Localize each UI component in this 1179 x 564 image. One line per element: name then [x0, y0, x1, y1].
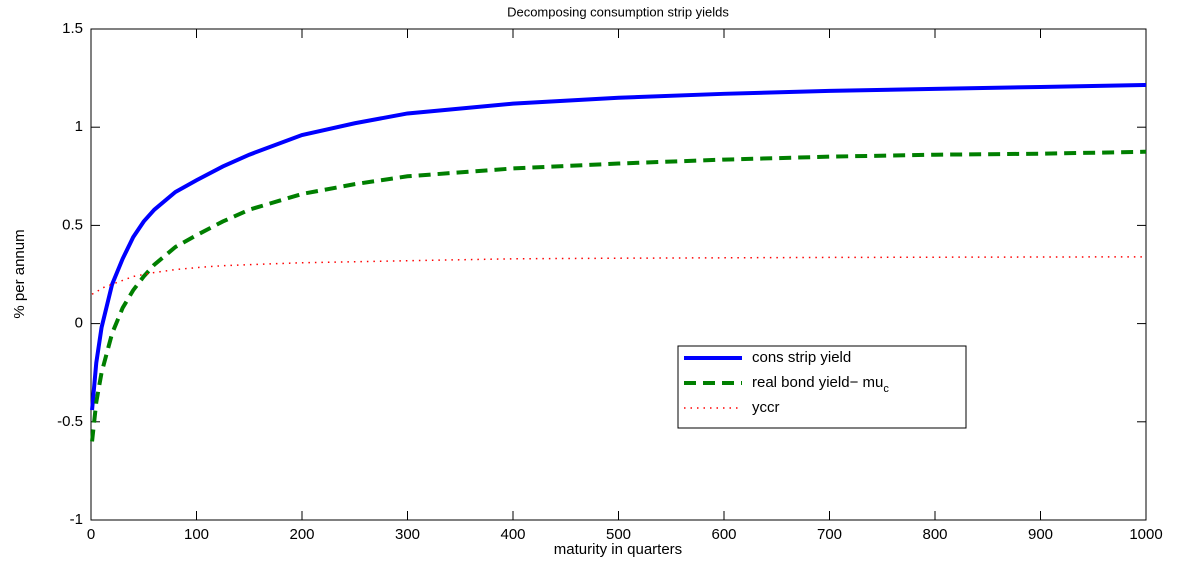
- series-line: [90, 82, 1147, 411]
- x-tick-label: 300: [395, 526, 420, 543]
- x-tick-label: 900: [1028, 526, 1053, 543]
- series-line: [90, 149, 1147, 442]
- legend-label-text: cons strip yield: [752, 349, 851, 366]
- x-tick-label: 600: [711, 526, 736, 543]
- chart-title: Decomposing consumption strip yields: [507, 4, 729, 19]
- legend-label: real bond yield− muc: [752, 374, 889, 395]
- plot-area: [90, 28, 1147, 521]
- y-tick-label: 1.5: [62, 20, 83, 37]
- y-tick-label: 0.5: [62, 216, 83, 233]
- y-tick-label: -1: [70, 511, 83, 528]
- series-line: [91, 256, 1147, 295]
- x-tick-label: 0: [87, 526, 95, 543]
- x-tick-label: 1000: [1129, 526, 1162, 543]
- x-axis-label: maturity in quarters: [554, 541, 682, 558]
- x-tick-label: 800: [922, 526, 947, 543]
- legend-label: yccr: [752, 399, 780, 416]
- legend-label-text: yccr: [752, 399, 780, 416]
- y-tick-label: 1: [75, 118, 83, 135]
- y-tick-label: -0.5: [57, 413, 83, 430]
- x-tick-label: 200: [289, 526, 314, 543]
- legend-label-subscript: c: [883, 383, 889, 395]
- legend-label-text: real bond yield− mu: [752, 374, 883, 391]
- x-tick-label: 400: [500, 526, 525, 543]
- y-tick-label: 0: [75, 315, 83, 332]
- legend-label: cons strip yield: [752, 349, 851, 366]
- x-tick-label: 500: [606, 526, 631, 543]
- x-tick-label: 100: [184, 526, 209, 543]
- x-tick-label: 700: [817, 526, 842, 543]
- y-axis-label: % per annum: [11, 229, 28, 318]
